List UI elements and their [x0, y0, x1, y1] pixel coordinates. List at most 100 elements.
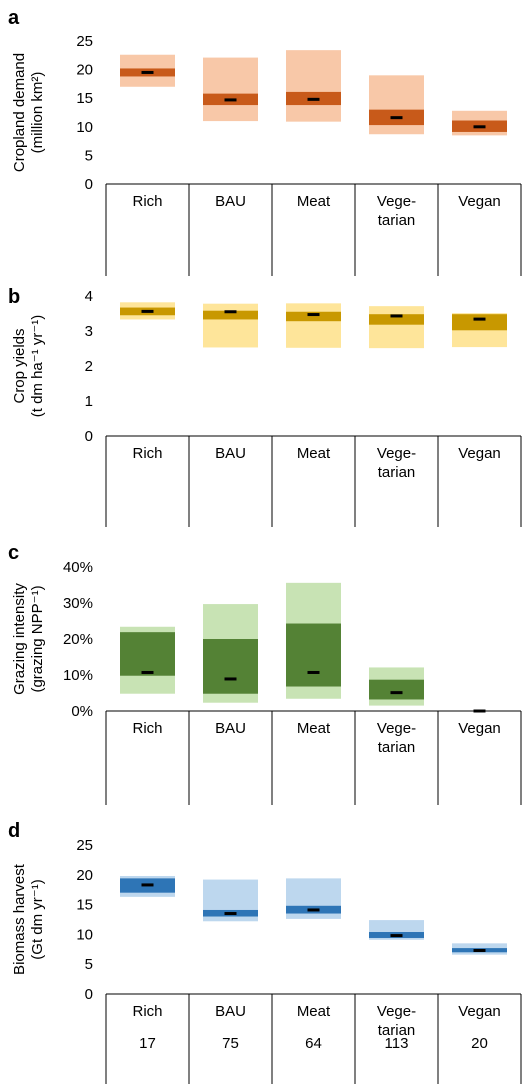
- x-category-label-line: BAU: [215, 720, 246, 737]
- x-category-label: Meat: [297, 720, 331, 737]
- panel-c: c Grazing intensity(grazing NPP⁻¹) 0% 10% 20…: [8, 542, 522, 805]
- outer-range-bar: [286, 303, 341, 348]
- x-category-label: Vegan: [458, 1003, 501, 1020]
- median-marker: [141, 309, 154, 313]
- median-marker: [141, 883, 154, 887]
- panel-d: d Biomass harvest(Gt dm yr⁻¹) 0 5 10 15 20 25 Ri…: [8, 820, 522, 1084]
- x-category-label-line: Vege-: [377, 445, 416, 462]
- x-category-label: Vegan: [458, 193, 501, 210]
- y-tick-label: 25: [76, 837, 93, 854]
- x-category-label: Rich: [132, 720, 162, 737]
- y-tick-label: 20%: [63, 631, 93, 648]
- y-axis-title: Cropland demand(million km²): [11, 53, 46, 172]
- x-category-label-line: BAU: [215, 445, 246, 462]
- y-tick-label: 15: [76, 897, 93, 914]
- y-tick-label: 3: [85, 323, 93, 340]
- outer-range-bar: [369, 306, 424, 349]
- x-category-label: Vegan: [458, 720, 501, 737]
- footer-value: 64: [305, 1035, 322, 1052]
- x-category-label-line: Rich: [132, 193, 162, 210]
- y-tick-label: 0%: [71, 703, 93, 720]
- x-category-label-line: Meat: [297, 193, 331, 210]
- x-category-label: Rich: [132, 193, 162, 210]
- x-category-label: Rich: [132, 1003, 162, 1020]
- panel-letter: c: [8, 542, 19, 564]
- y-axis-title-line: Crop yields: [11, 328, 28, 403]
- y-tick-label: 10: [76, 119, 93, 136]
- inner-range-bar: [286, 311, 341, 322]
- median-marker: [390, 691, 403, 695]
- x-category-label-line: tarian: [378, 464, 416, 481]
- x-category-label-line: Meat: [297, 720, 331, 737]
- x-category-label-line: Meat: [297, 1003, 331, 1020]
- y-axis-title-line: Grazing intensity: [11, 583, 28, 695]
- x-category-label: Vegan: [458, 445, 501, 462]
- y-axis-title-line: (t dm ha⁻¹ yr⁻¹): [29, 315, 46, 418]
- x-category-label: Meat: [297, 1003, 331, 1020]
- x-category-label-line: Meat: [297, 445, 331, 462]
- x-category-label: Meat: [297, 445, 331, 462]
- y-tick-label: 5: [85, 956, 93, 973]
- median-marker: [473, 948, 486, 952]
- median-marker: [224, 98, 237, 102]
- x-category-label-line: Rich: [132, 445, 162, 462]
- inner-range-bar: [452, 314, 507, 331]
- y-tick-label: 25: [76, 33, 93, 50]
- x-category-label-line: Rich: [132, 720, 162, 737]
- inner-range-bar: [203, 310, 258, 320]
- x-category-label-line: Vegan: [458, 1003, 501, 1020]
- median-marker: [307, 313, 320, 317]
- y-axis-title-line: (million km²): [29, 72, 46, 154]
- x-category-label: BAU: [215, 445, 246, 462]
- y-axis-title: Crop yields(t dm ha⁻¹ yr⁻¹): [11, 315, 46, 418]
- x-category-label-line: Vege-: [377, 1003, 416, 1020]
- footer-value: 17: [139, 1035, 156, 1052]
- median-marker: [390, 934, 403, 938]
- panel-b: b Crop yields(t dm ha⁻¹ yr⁻¹) 0 1 2 3 4 Rich BAU…: [8, 286, 522, 527]
- x-category-label: BAU: [215, 1003, 246, 1020]
- panel-letter: b: [8, 286, 20, 308]
- y-tick-label: 1: [85, 393, 93, 410]
- y-tick-label: 20: [76, 867, 93, 884]
- x-category-label: BAU: [215, 720, 246, 737]
- y-tick-label: 20: [76, 62, 93, 79]
- y-tick-label: 0: [85, 176, 93, 193]
- median-marker: [473, 317, 486, 321]
- median-marker: [224, 310, 237, 314]
- y-tick-label: 4: [85, 288, 93, 305]
- y-axis-title: Grazing intensity(grazing NPP⁻¹): [11, 583, 46, 695]
- y-tick-label: 15: [76, 90, 93, 107]
- y-axis-title-line: (Gt dm yr⁻¹): [29, 879, 46, 959]
- median-marker: [141, 670, 154, 674]
- x-category-label-line: Vege-: [377, 193, 416, 210]
- x-category-label-line: tarian: [378, 1022, 416, 1039]
- x-category-label-line: Vegan: [458, 720, 501, 737]
- y-tick-label: 30%: [63, 595, 93, 612]
- x-category-label: Vege-tarian: [377, 1003, 416, 1039]
- median-marker: [224, 912, 237, 916]
- inner-range-bar: [203, 639, 258, 694]
- y-tick-label: 40%: [63, 559, 93, 576]
- outer-range-bar: [203, 57, 258, 122]
- footer-value: 20: [471, 1035, 488, 1052]
- median-marker: [307, 908, 320, 912]
- y-axis-title-line: Cropland demand: [11, 53, 28, 172]
- median-marker: [224, 677, 237, 681]
- inner-range-bar: [369, 679, 424, 700]
- inner-range-bar: [369, 314, 424, 325]
- y-tick-label: 0: [85, 428, 93, 445]
- y-axis-title-line: (grazing NPP⁻¹): [29, 585, 46, 692]
- median-marker: [473, 125, 486, 129]
- x-category-label-line: BAU: [215, 1003, 246, 1020]
- x-category-label-line: tarian: [378, 212, 416, 229]
- y-tick-label: 0: [85, 986, 93, 1003]
- x-category-label-line: Vegan: [458, 445, 501, 462]
- panel-a: a Cropland demand(million km²) 0 5 10 15 20 25 R…: [8, 7, 522, 276]
- outer-range-bar: [369, 75, 424, 135]
- x-category-label: Vege-tarian: [377, 720, 416, 756]
- x-category-label: Meat: [297, 193, 331, 210]
- y-axis-title: Biomass harvest(Gt dm yr⁻¹): [11, 863, 46, 975]
- median-marker: [307, 670, 320, 674]
- y-axis-title-line: Biomass harvest: [11, 863, 28, 975]
- x-category-label: Rich: [132, 445, 162, 462]
